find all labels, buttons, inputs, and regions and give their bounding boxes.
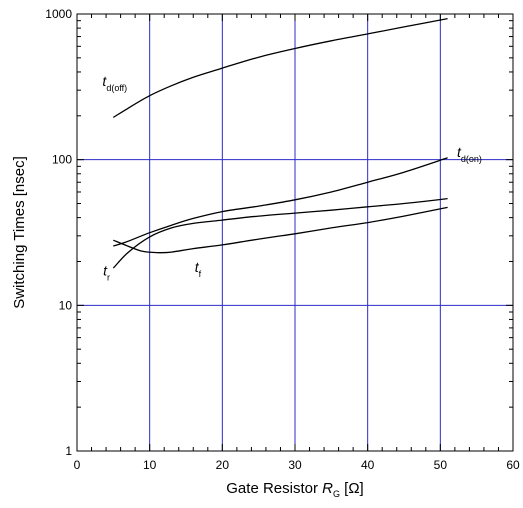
series-line-t-don: [113, 157, 448, 247]
series-line-t-r: [112, 197, 448, 269]
grid-lines: [77, 14, 513, 451]
series-label-symbol: t: [195, 259, 200, 275]
series-label-t-r: tr: [103, 263, 110, 283]
series-label-symbol: t: [102, 73, 107, 89]
plot-frame: [76, 13, 514, 452]
y-tick-label: 100: [52, 153, 72, 167]
series-label-symbol: t: [457, 144, 462, 160]
x-axis-title-subscript: G: [333, 489, 340, 499]
x-axis-title: Gate Resistor RG [Ω]: [226, 480, 363, 499]
tick-labels: 0 10 20 30 40 50 60 1 10 100 1000: [45, 7, 520, 472]
x-tick-label: 60: [506, 458, 520, 472]
series-label-subscript: f: [199, 269, 202, 279]
series-label-t-don: td(on): [457, 144, 482, 164]
series-label-t-f: tf: [195, 259, 202, 279]
x-tick-label: 50: [434, 458, 448, 472]
series-label-subscript: d(off): [106, 83, 127, 93]
series-label-subscript: d(on): [461, 154, 482, 164]
axis-ticks: [76, 13, 514, 452]
y-tick-label: 1: [65, 444, 72, 458]
x-axis-title-symbol: R: [322, 480, 333, 497]
x-tick-label: 40: [361, 458, 375, 472]
series-label-t-doff: td(off): [102, 73, 127, 93]
series-label-symbol: t: [103, 263, 108, 279]
x-tick-label: 20: [216, 458, 230, 472]
series-line-t-f: [113, 206, 448, 254]
x-tick-label: 10: [143, 458, 157, 472]
series-lines: [112, 17, 448, 269]
series-label-subscript: r: [107, 273, 110, 283]
x-tick-label: 30: [288, 458, 302, 472]
x-axis-title-prefix: Gate Resistor: [226, 480, 322, 497]
y-tick-label: 1000: [45, 7, 72, 21]
y-axis-title: Switching Times [nsec]: [11, 156, 28, 309]
series-line-t-doff: [112, 17, 448, 118]
x-axis-title-unit: [Ω]: [340, 480, 364, 497]
x-tick-label: 0: [74, 458, 81, 472]
y-tick-label: 10: [59, 298, 73, 312]
